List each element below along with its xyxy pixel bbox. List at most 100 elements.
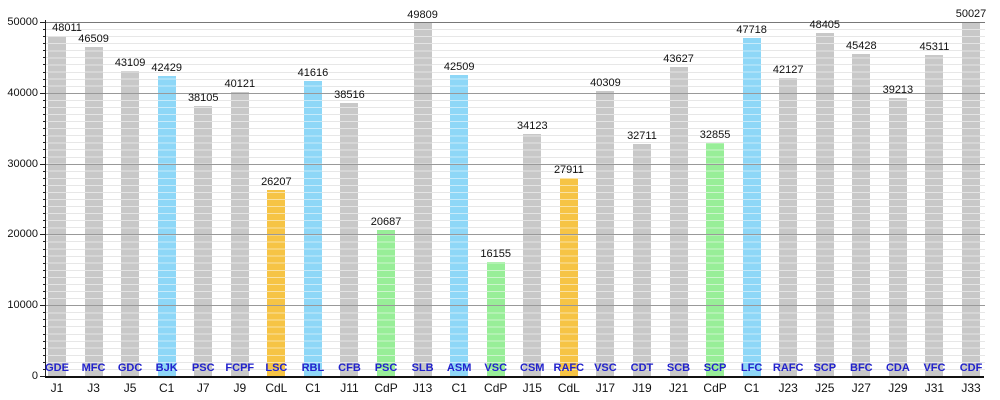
bar-value-label: 16155 [480, 247, 512, 260]
x-tick-label: J7 [196, 381, 210, 395]
gridline-major [46, 92, 985, 94]
gridline-minor [46, 227, 985, 229]
gridline-minor [46, 50, 985, 52]
y-tick-label: 50000 [7, 16, 38, 28]
gridline-minor [46, 99, 985, 101]
y-axis-tick [43, 121, 46, 123]
bar-rafc-cdl [559, 178, 578, 376]
bar-code-label: GDE [45, 362, 69, 374]
gridline-minor [46, 298, 985, 300]
bar-code-label: RAFC [553, 362, 585, 374]
y-axis-tick [40, 92, 46, 94]
bar-code-label: PSC [191, 362, 215, 374]
x-tick-label: CdP [374, 381, 398, 395]
x-tick-label: J9 [233, 381, 247, 395]
gridline-minor [46, 177, 985, 179]
bar-code-label: SCP [813, 362, 837, 374]
bar-value-label: 34123 [516, 120, 548, 133]
y-axis-tick [43, 149, 46, 151]
x-tick-label: CdP [703, 381, 727, 395]
y-axis-tick [43, 184, 46, 186]
bar-code-label: RAFC [772, 362, 804, 374]
gridline-minor [46, 149, 985, 151]
gridline-minor [46, 191, 985, 193]
bar-vsc-cdp [486, 261, 505, 376]
bar-lsc-cdl [267, 190, 286, 376]
x-tick-label: J19 [632, 381, 652, 395]
x-tick-label: C1 [451, 381, 467, 395]
bar-code-label: VSC [484, 362, 508, 374]
gridline-minor [46, 283, 985, 285]
bar-csm-j15 [523, 134, 542, 376]
y-axis-tick [43, 227, 46, 229]
bar-value-label: 50027 [955, 7, 987, 20]
bar-value-label: 38105 [187, 92, 219, 105]
x-tick-label: J11 [340, 381, 359, 395]
x-tick-label: C1 [159, 381, 175, 395]
y-axis-line [45, 20, 46, 377]
x-tick-label: J1 [50, 381, 64, 395]
y-axis-tick [43, 191, 46, 193]
bar-value-label: 43627 [663, 53, 694, 66]
bar-code-label: LFC [740, 362, 763, 374]
bar-vfc-j31 [925, 55, 944, 376]
x-tick-label: J23 [778, 381, 798, 395]
y-axis-tick [43, 156, 46, 158]
gridline-minor [46, 114, 985, 116]
y-axis-tick [43, 291, 46, 293]
gridline-minor [46, 319, 985, 321]
y-axis-tick [43, 220, 46, 222]
bar-scb-j21 [669, 67, 688, 376]
bar-asm-c1 [450, 75, 469, 376]
gridline-minor [46, 106, 985, 108]
bar-value-label: 41616 [297, 67, 329, 80]
bar-code-label: RBL [301, 362, 325, 374]
bar-mfc-j3 [84, 46, 103, 376]
x-tick-label: J33 [961, 381, 981, 395]
gridline-minor [46, 78, 985, 80]
gridline-minor [46, 170, 985, 172]
gridline-minor [46, 262, 985, 264]
y-axis-tick [43, 361, 46, 363]
gridline-minor [46, 326, 985, 328]
y-tick-label: 20000 [7, 228, 38, 241]
gridline-minor [46, 276, 985, 278]
x-tick-label: J17 [595, 381, 616, 395]
y-axis-tick [43, 177, 46, 179]
y-axis-tick [40, 305, 46, 307]
bar-value-label: 32711 [627, 130, 657, 143]
gridline-minor [46, 312, 985, 314]
bar-rafc-j23 [779, 77, 798, 376]
gridline-minor [46, 29, 985, 31]
bar-code-label: SCP [703, 362, 727, 374]
y-axis-tick [43, 50, 46, 52]
x-axis-line [45, 376, 984, 378]
x-tick-label: J5 [123, 381, 137, 395]
bar-gdc-j5 [121, 70, 140, 376]
y-axis-tick [43, 71, 46, 73]
x-tick-label: CdL [265, 381, 288, 395]
gridline-minor [46, 142, 985, 144]
bar-value-label: 48011 [52, 22, 82, 35]
gridline-minor [46, 291, 985, 293]
gridline-minor [46, 354, 985, 356]
y-tick-label: 0 [31, 370, 38, 382]
y-axis-tick [43, 170, 46, 172]
y-axis-tick [43, 85, 46, 87]
y-tick-label: 40000 [7, 86, 38, 99]
bar-psc-cdp [377, 229, 396, 376]
bar-value-label: 32855 [699, 129, 731, 142]
gridline-minor [46, 220, 985, 222]
bar-cda-j29 [888, 98, 907, 376]
y-axis-tick [43, 114, 46, 116]
gridline-minor [46, 333, 985, 335]
gridline-minor [46, 156, 985, 158]
gridline-minor [46, 199, 985, 200]
gridline-minor [46, 206, 985, 208]
bar-value-label: 49809 [407, 9, 438, 22]
bar-value-label: 43109 [114, 56, 146, 69]
bar-code-label: CSM [520, 362, 545, 374]
x-tick-label: J21 [668, 381, 689, 395]
y-axis-tick [43, 199, 46, 200]
